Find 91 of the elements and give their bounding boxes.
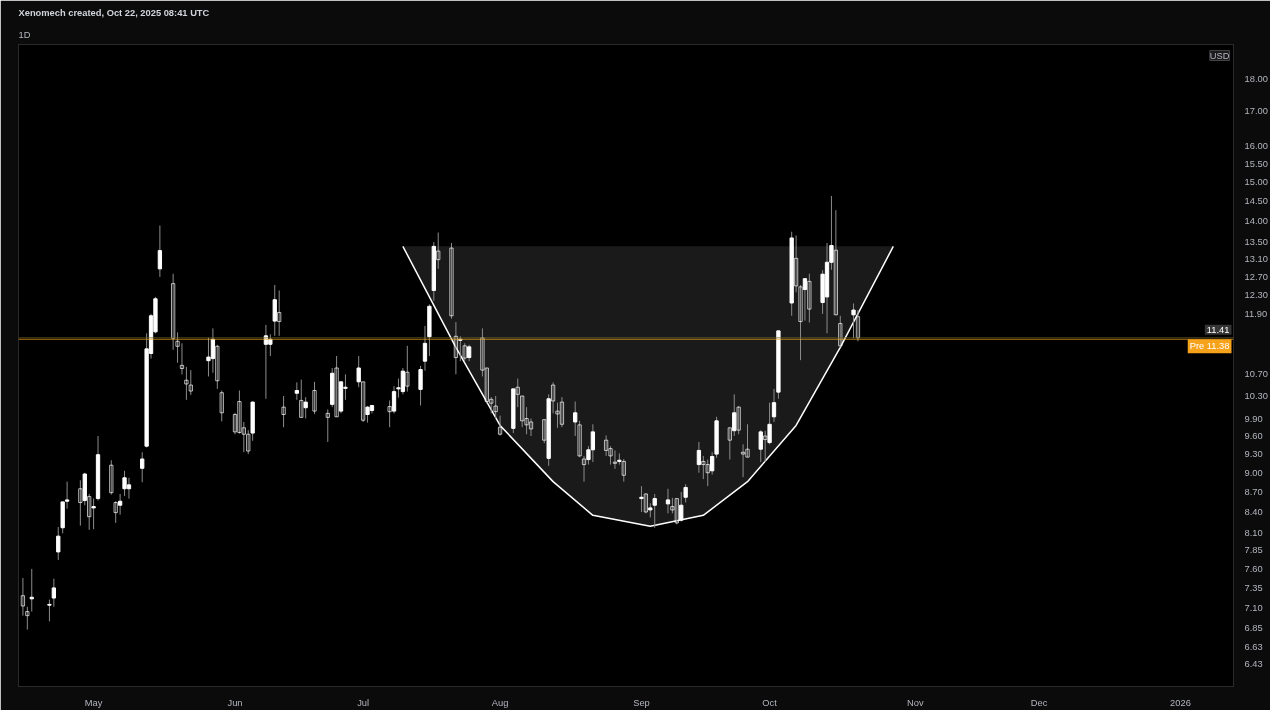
candlestick [325, 408, 330, 443]
candlestick [20, 577, 26, 617]
x-tick-label: Sep [633, 697, 650, 708]
annotation: USD [1209, 50, 1230, 61]
candlestick [603, 434, 609, 457]
candlestick [833, 209, 839, 316]
candlestick [559, 396, 565, 428]
y-tick-label: 18.00 [1244, 73, 1268, 84]
candlestick [299, 379, 304, 418]
x-tick-label: 2026 [1170, 697, 1191, 708]
candlestick [807, 273, 812, 324]
candlestick [188, 369, 193, 396]
y-tick-label: 11.90 [1244, 308, 1268, 319]
candlestick [170, 273, 176, 351]
candlestick [391, 385, 397, 414]
x-tick-label: Jul [357, 697, 370, 708]
candlestick [528, 418, 534, 437]
y-tick-label: 12.70 [1244, 271, 1268, 282]
x-tick-label: Dec [1030, 697, 1048, 708]
y-tick-label: 15.50 [1244, 158, 1268, 169]
candlestick [449, 242, 454, 320]
x-tick-label: Jun [227, 697, 243, 708]
candlestick [272, 284, 277, 337]
y-tick-label: 13.10 [1244, 254, 1268, 265]
y-tick-label: 8.40 [1244, 506, 1263, 517]
candlestick [126, 477, 132, 500]
candlestick [453, 321, 459, 375]
candlestick [219, 390, 224, 422]
candlestick [497, 415, 503, 436]
candlestick [802, 278, 808, 322]
candlestick [91, 498, 96, 530]
x-tick-label: Oct [762, 697, 778, 708]
candlestick [117, 493, 123, 516]
candlestick [679, 491, 684, 523]
y-tick-label: 17.00 [1244, 106, 1268, 117]
y-tick-label: 7.60 [1244, 563, 1263, 574]
y-tick-label: 7.85 [1244, 545, 1263, 556]
candlestick [140, 451, 145, 483]
y-tick-label: 9.00 [1244, 467, 1263, 478]
ref-line-label: Pre 11.38 [1189, 341, 1230, 352]
candlestick [696, 441, 702, 474]
candlestick [51, 578, 56, 608]
candlestick [334, 355, 339, 418]
y-tick-label: 9.30 [1244, 449, 1263, 460]
y-tick-label: 16.00 [1244, 140, 1268, 151]
y-tick-label: 14.50 [1244, 196, 1268, 207]
candlestick [405, 345, 410, 393]
chart-title: 1D [18, 29, 31, 40]
y-tick-label: 8.70 [1244, 487, 1263, 497]
y-tick-label: 13.50 [1244, 237, 1268, 248]
y-tick-label: 9.60 [1244, 431, 1263, 442]
candlestick [590, 423, 596, 463]
candlestick [312, 381, 317, 415]
candlestick [281, 395, 286, 428]
candlestick [705, 459, 710, 487]
candlestick [303, 396, 308, 420]
candlestick [157, 225, 163, 278]
y-tick-label: 6.43 [1244, 658, 1263, 669]
y-tick-label: 9.90 [1244, 413, 1263, 424]
y-tick-label: 7.10 [1244, 602, 1263, 613]
y-tick-label: 8.10 [1244, 527, 1263, 538]
y-tick-label: 10.30 [1244, 390, 1268, 401]
candlestick [184, 366, 189, 401]
candlestick [639, 485, 644, 513]
candlestick [740, 443, 746, 478]
x-tick-label: May [84, 697, 103, 708]
candlestick [612, 449, 618, 470]
x-tick-label: Nov [907, 697, 925, 708]
candlestick [851, 302, 856, 339]
y-tick-label: 7.35 [1244, 582, 1263, 593]
text: Xenomech created, Oct 22, 2025 08:41 UTC [18, 7, 210, 18]
candlestick [732, 393, 737, 437]
candlestick [109, 459, 114, 496]
y-tick-label: 15.00 [1244, 177, 1268, 188]
candlestick [855, 309, 861, 342]
candlestick [29, 568, 34, 613]
x-tick-label: Aug [491, 697, 509, 708]
candlestick [493, 395, 498, 420]
y-tick-label: 12.30 [1244, 290, 1268, 301]
candlestick [520, 395, 525, 428]
candlestick [758, 429, 763, 463]
y-tick-label: 14.00 [1244, 216, 1268, 227]
candlestick [400, 367, 406, 395]
y-tick-label: 10.70 [1244, 369, 1268, 380]
candlestick [179, 342, 185, 375]
candlestick [122, 470, 127, 497]
ref-line-label: 11.41 [1206, 324, 1230, 335]
candlestick [838, 315, 843, 348]
candlestick [268, 333, 273, 357]
y-tick-label: 6.85 [1244, 622, 1263, 633]
y-tick-label: 6.63 [1244, 641, 1263, 652]
